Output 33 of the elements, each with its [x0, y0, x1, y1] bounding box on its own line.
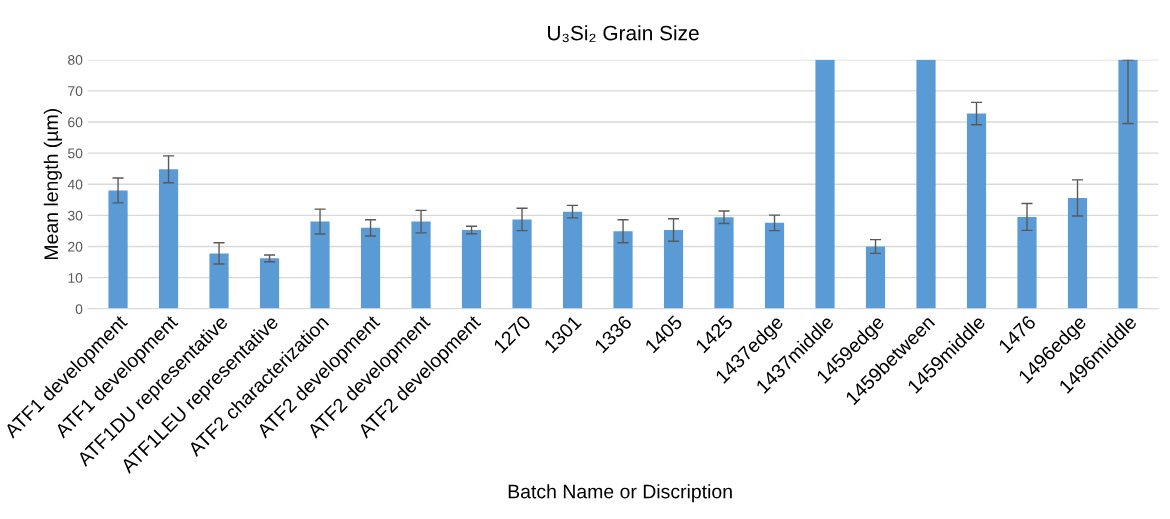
y-tick-label: 20 — [68, 241, 83, 252]
bar — [562, 211, 583, 309]
bar — [916, 59, 936, 309]
bar — [411, 221, 431, 309]
x-axis-title: Batch Name or Discription — [508, 484, 732, 503]
bar — [1017, 216, 1037, 309]
bar — [360, 227, 381, 309]
bar — [209, 253, 229, 309]
y-axis-title: Mean length (µm) — [43, 109, 62, 260]
bar — [158, 169, 179, 309]
y-tick-label: 50 — [68, 148, 83, 159]
bar — [1067, 197, 1088, 309]
bar — [815, 59, 835, 309]
y-tick-label: 70 — [68, 86, 83, 96]
bar — [714, 217, 734, 309]
y-tick-label: 80 — [68, 55, 83, 65]
bar — [865, 246, 886, 309]
y-tick-label: 10 — [68, 273, 83, 283]
y-tick-label: 30 — [67, 210, 83, 221]
y-tick-label: 40 — [67, 179, 83, 190]
y-tick-label: 60 — [68, 117, 83, 128]
bar — [966, 113, 987, 309]
bar — [108, 190, 128, 309]
bar — [310, 221, 330, 309]
bar — [259, 258, 280, 309]
bar — [663, 230, 684, 309]
y-tick-label: 0 — [75, 304, 83, 314]
bar — [461, 230, 482, 309]
chart-title: U₃Si₂ Grain Size — [548, 25, 699, 43]
bar — [613, 231, 633, 309]
bar — [764, 222, 785, 309]
bar — [1118, 59, 1138, 309]
bar — [512, 219, 532, 309]
